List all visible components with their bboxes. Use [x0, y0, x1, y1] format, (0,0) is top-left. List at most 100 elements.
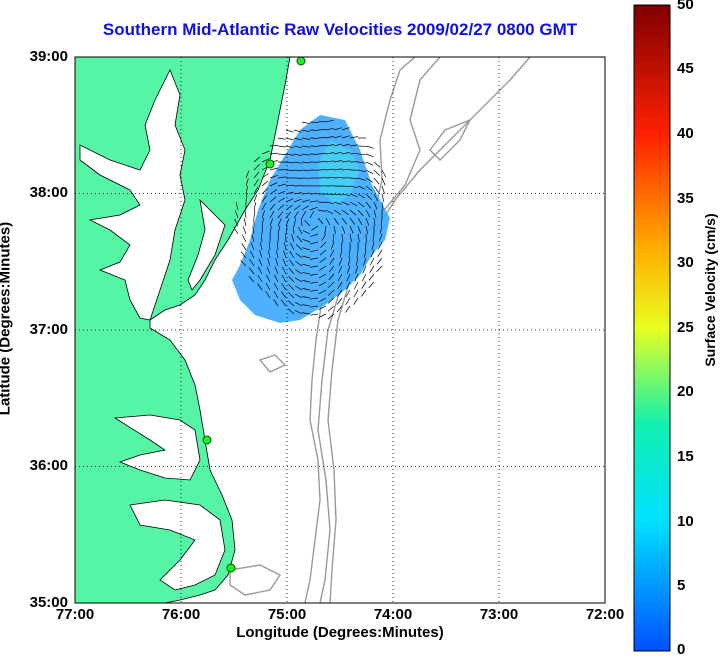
velocity-arrow — [280, 299, 287, 307]
velocity-arrow — [288, 275, 295, 283]
velocity-arrow — [319, 249, 327, 256]
velocity-arrow — [277, 218, 282, 227]
velocity-arrow — [325, 177, 335, 179]
velocity-arrow — [346, 281, 351, 290]
velocity-arrow — [282, 258, 287, 267]
velocity-arrow — [281, 283, 287, 291]
radar-site — [296, 56, 306, 66]
colorbar-tick: 45 — [677, 60, 694, 77]
velocity-arrow — [301, 169, 311, 172]
velocity-arrow — [333, 151, 342, 155]
velocity-arrow — [357, 233, 360, 242]
velocity-arrow — [347, 265, 351, 274]
velocity-arrow — [277, 204, 285, 211]
radar-site — [226, 563, 236, 573]
velocity-arrow — [277, 197, 286, 203]
land-mass — [75, 57, 291, 603]
colorbar-tick: 10 — [677, 513, 694, 530]
velocity-arrow — [325, 201, 334, 205]
colorbar-tick: 20 — [677, 383, 694, 400]
velocity-arrow — [363, 257, 367, 266]
velocity-arrow — [361, 281, 367, 289]
velocity-arrow — [341, 217, 348, 225]
velocity-arrow — [285, 161, 294, 164]
velocity-arrow — [245, 193, 248, 203]
x-tick: 75:00 — [267, 606, 307, 623]
velocity-arrow — [357, 217, 363, 226]
velocity-arrow — [333, 217, 339, 225]
velocity-arrow — [310, 305, 319, 308]
velocity-arrow — [378, 233, 383, 242]
velocity-arrow — [365, 209, 371, 218]
velocity-arrow — [295, 269, 303, 275]
velocity-arrow — [365, 145, 374, 149]
velocity-arrow — [285, 153, 294, 156]
velocity-arrow — [257, 275, 263, 283]
velocity-arrow — [341, 168, 351, 171]
velocity-arrow — [325, 160, 334, 163]
velocity-arrow — [301, 161, 310, 164]
colorbar-tick: 40 — [677, 125, 694, 142]
velocity-arrow — [328, 281, 335, 288]
velocity-arrow — [333, 127, 342, 131]
velocity-arrow — [341, 160, 350, 163]
velocity-arrow — [371, 241, 375, 250]
velocity-arrow — [341, 201, 350, 206]
velocity-arrow — [325, 217, 331, 226]
velocity-arrow — [381, 201, 384, 210]
velocity-arrow — [257, 266, 263, 275]
velocity-arrow — [365, 225, 368, 234]
velocity-arrow — [252, 226, 255, 235]
velocity-arrow — [347, 257, 351, 266]
velocity-arrow — [333, 160, 342, 163]
velocity-arrow — [365, 201, 372, 209]
velocity-arrow — [253, 179, 259, 187]
velocity-arrow — [336, 297, 343, 305]
velocity-arrow — [276, 241, 279, 251]
velocity-arrow — [318, 313, 327, 318]
y-axis-label: Latitude (Degrees:Minutes) — [0, 221, 14, 416]
velocity-arrow — [357, 201, 365, 208]
velocity-arrow — [266, 274, 271, 283]
velocity-arrow — [357, 169, 366, 173]
velocity-arrow — [301, 210, 307, 219]
velocity-vectors — [233, 119, 387, 320]
velocity-arrow — [277, 183, 286, 187]
velocity-arrow — [287, 308, 295, 315]
velocity-arrow — [333, 201, 342, 205]
velocity-arrow — [332, 233, 335, 242]
velocity-arrow — [293, 211, 299, 219]
pamlico-sound-south — [129, 499, 226, 591]
velocity-arrow — [261, 158, 270, 163]
velocity-arrow — [349, 144, 358, 147]
velocity-arrow — [364, 241, 367, 251]
velocity-arrow — [288, 267, 295, 275]
x-tick: 72:00 — [585, 606, 625, 623]
velocity-arrow — [267, 250, 271, 259]
velocity-arrow — [310, 289, 319, 292]
velocity-arrow — [295, 277, 303, 283]
velocity-arrow — [318, 297, 327, 303]
velocity-arrow — [349, 209, 357, 216]
velocity-arrow — [356, 249, 359, 258]
velocity-arrow — [281, 266, 287, 275]
velocity-arrow — [301, 137, 310, 140]
velocity-arrow — [353, 281, 359, 290]
velocity-arrow — [365, 177, 373, 183]
velocity-arrow — [269, 226, 272, 235]
velocity-arrow — [253, 163, 260, 171]
velocity-arrow — [318, 289, 327, 295]
velocity-arrow — [245, 186, 248, 195]
velocity-arrow — [304, 219, 311, 227]
velocity-arrow — [244, 210, 247, 219]
velocity-arrow — [293, 218, 297, 227]
velocity-arrow — [285, 233, 287, 243]
velocity-arrow — [253, 194, 258, 203]
velocity-arrow — [327, 289, 335, 296]
velocity-arrow — [318, 273, 327, 279]
velocity-arrow — [277, 176, 286, 179]
velocity-arrow — [253, 202, 257, 211]
velocity-arrow — [345, 297, 351, 305]
velocity-arrow — [333, 193, 342, 196]
colorbar-label: Surface Velocity (cm/s) — [702, 213, 718, 367]
